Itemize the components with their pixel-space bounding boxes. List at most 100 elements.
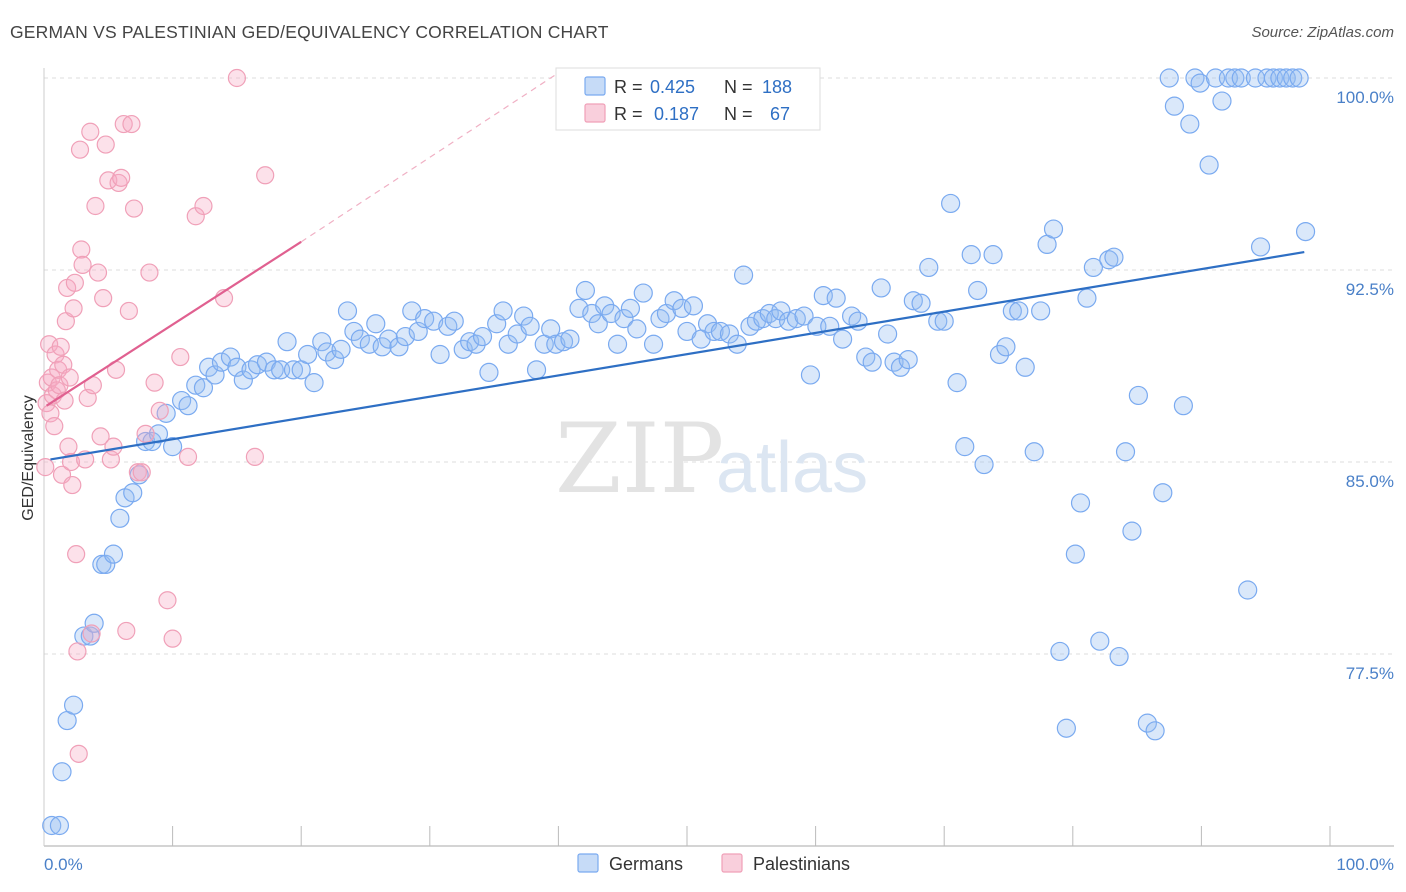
german-point bbox=[493, 301, 513, 321]
stats-n-value-palestinians: 67 bbox=[770, 104, 790, 124]
germans-points bbox=[42, 68, 1316, 836]
german-point bbox=[890, 357, 911, 377]
stats-n-label-palestinians: N = bbox=[724, 104, 753, 124]
german-point bbox=[1083, 257, 1103, 278]
german-point bbox=[1145, 721, 1165, 741]
german-point bbox=[1231, 68, 1251, 88]
german-point bbox=[233, 370, 253, 390]
german-point bbox=[199, 357, 219, 377]
german-point bbox=[856, 347, 876, 367]
palestinian-point bbox=[88, 263, 108, 282]
palestinian-point bbox=[73, 255, 92, 274]
german-point bbox=[395, 326, 415, 347]
german-point bbox=[372, 337, 392, 357]
german-point bbox=[49, 815, 70, 836]
palestinian-point bbox=[94, 289, 113, 308]
german-point bbox=[1115, 442, 1136, 462]
german-point bbox=[84, 613, 104, 633]
german-point bbox=[595, 296, 615, 316]
german-point bbox=[526, 360, 547, 380]
german-point bbox=[601, 303, 621, 324]
german-point bbox=[344, 321, 364, 342]
german-point bbox=[325, 350, 345, 370]
german-point bbox=[778, 311, 799, 331]
german-point bbox=[63, 695, 84, 715]
palestinian-trend-extension bbox=[300, 72, 559, 243]
german-point bbox=[560, 329, 580, 349]
german-point bbox=[156, 403, 176, 423]
palestinian-point bbox=[60, 368, 79, 387]
palestinian-point bbox=[112, 168, 131, 187]
palestinian-point bbox=[96, 135, 115, 154]
german-point bbox=[842, 306, 862, 326]
watermark-zip: ZIP bbox=[555, 403, 724, 515]
german-point bbox=[1090, 631, 1110, 651]
german-point bbox=[479, 362, 499, 382]
legend: Germans Palestinians bbox=[577, 853, 850, 874]
german-point bbox=[337, 301, 358, 321]
axes bbox=[43, 68, 1394, 847]
palestinian-point bbox=[82, 624, 101, 643]
german-point bbox=[903, 291, 923, 311]
german-point bbox=[1009, 301, 1029, 321]
stats-n-label-germans: N = bbox=[724, 77, 753, 97]
german-point bbox=[331, 339, 351, 359]
german-point bbox=[312, 332, 332, 352]
palestinian-point bbox=[186, 207, 205, 226]
stats-box: R = 0.425 N = 188 R = 0.187 N = 67 bbox=[555, 67, 821, 131]
german-point bbox=[350, 329, 370, 349]
palestinian-point bbox=[86, 196, 105, 216]
german-point bbox=[1056, 718, 1076, 738]
german-point bbox=[911, 293, 931, 313]
german-point bbox=[1043, 219, 1064, 239]
german-point bbox=[1137, 713, 1157, 733]
german-point bbox=[983, 245, 1003, 265]
german-point bbox=[771, 301, 791, 321]
palestinian-point bbox=[59, 437, 78, 456]
german-point bbox=[633, 283, 653, 303]
stats-n-value-germans: 188 bbox=[762, 77, 792, 97]
palestinian-point bbox=[128, 463, 147, 482]
german-point bbox=[683, 296, 704, 316]
chart-title: GERMAN VS PALESTINIAN GED/EQUIVALENCY CO… bbox=[10, 22, 609, 42]
y-tick-label: 77.5% bbox=[1346, 664, 1394, 683]
german-point bbox=[607, 334, 628, 354]
german-point bbox=[366, 314, 386, 334]
palestinian-point bbox=[63, 475, 82, 495]
german-point bbox=[833, 329, 853, 349]
german-point bbox=[546, 334, 566, 354]
german-point bbox=[241, 360, 261, 380]
palestinian-point bbox=[132, 463, 151, 482]
palestinian-point bbox=[256, 166, 275, 185]
german-point bbox=[430, 344, 450, 365]
palestinian-point bbox=[124, 199, 144, 218]
legend-label-germans: Germans bbox=[609, 854, 683, 874]
palestinian-point bbox=[227, 68, 246, 88]
german-point bbox=[1173, 396, 1193, 416]
legend-swatch-palestinians bbox=[721, 853, 743, 873]
german-point bbox=[514, 306, 534, 326]
palestinian-point bbox=[171, 347, 190, 367]
palestinian-point bbox=[68, 642, 87, 661]
german-point bbox=[862, 352, 882, 372]
y-axis-title: GED/Equivalency bbox=[20, 395, 37, 520]
german-point bbox=[974, 454, 994, 475]
palestinian-point bbox=[104, 437, 123, 456]
stats-r-label-palestinians: R = bbox=[614, 104, 643, 124]
german-point bbox=[934, 311, 954, 331]
palestinian-point bbox=[67, 545, 86, 564]
german-point bbox=[1099, 250, 1119, 270]
stats-r-value-germans: 0.425 bbox=[650, 77, 695, 97]
stats-r-label-germans: R = bbox=[614, 77, 643, 97]
german-point bbox=[96, 554, 116, 575]
german-point bbox=[871, 278, 891, 298]
palestinian-point bbox=[109, 173, 128, 193]
y-tick-label: 85.0% bbox=[1346, 472, 1394, 491]
german-point bbox=[1050, 641, 1070, 662]
german-point bbox=[264, 360, 284, 380]
x-tick-label-min: 0.0% bbox=[44, 855, 83, 874]
german-point bbox=[733, 265, 754, 285]
palestinian-point bbox=[245, 447, 265, 466]
german-point bbox=[103, 544, 124, 564]
german-point bbox=[614, 309, 634, 329]
